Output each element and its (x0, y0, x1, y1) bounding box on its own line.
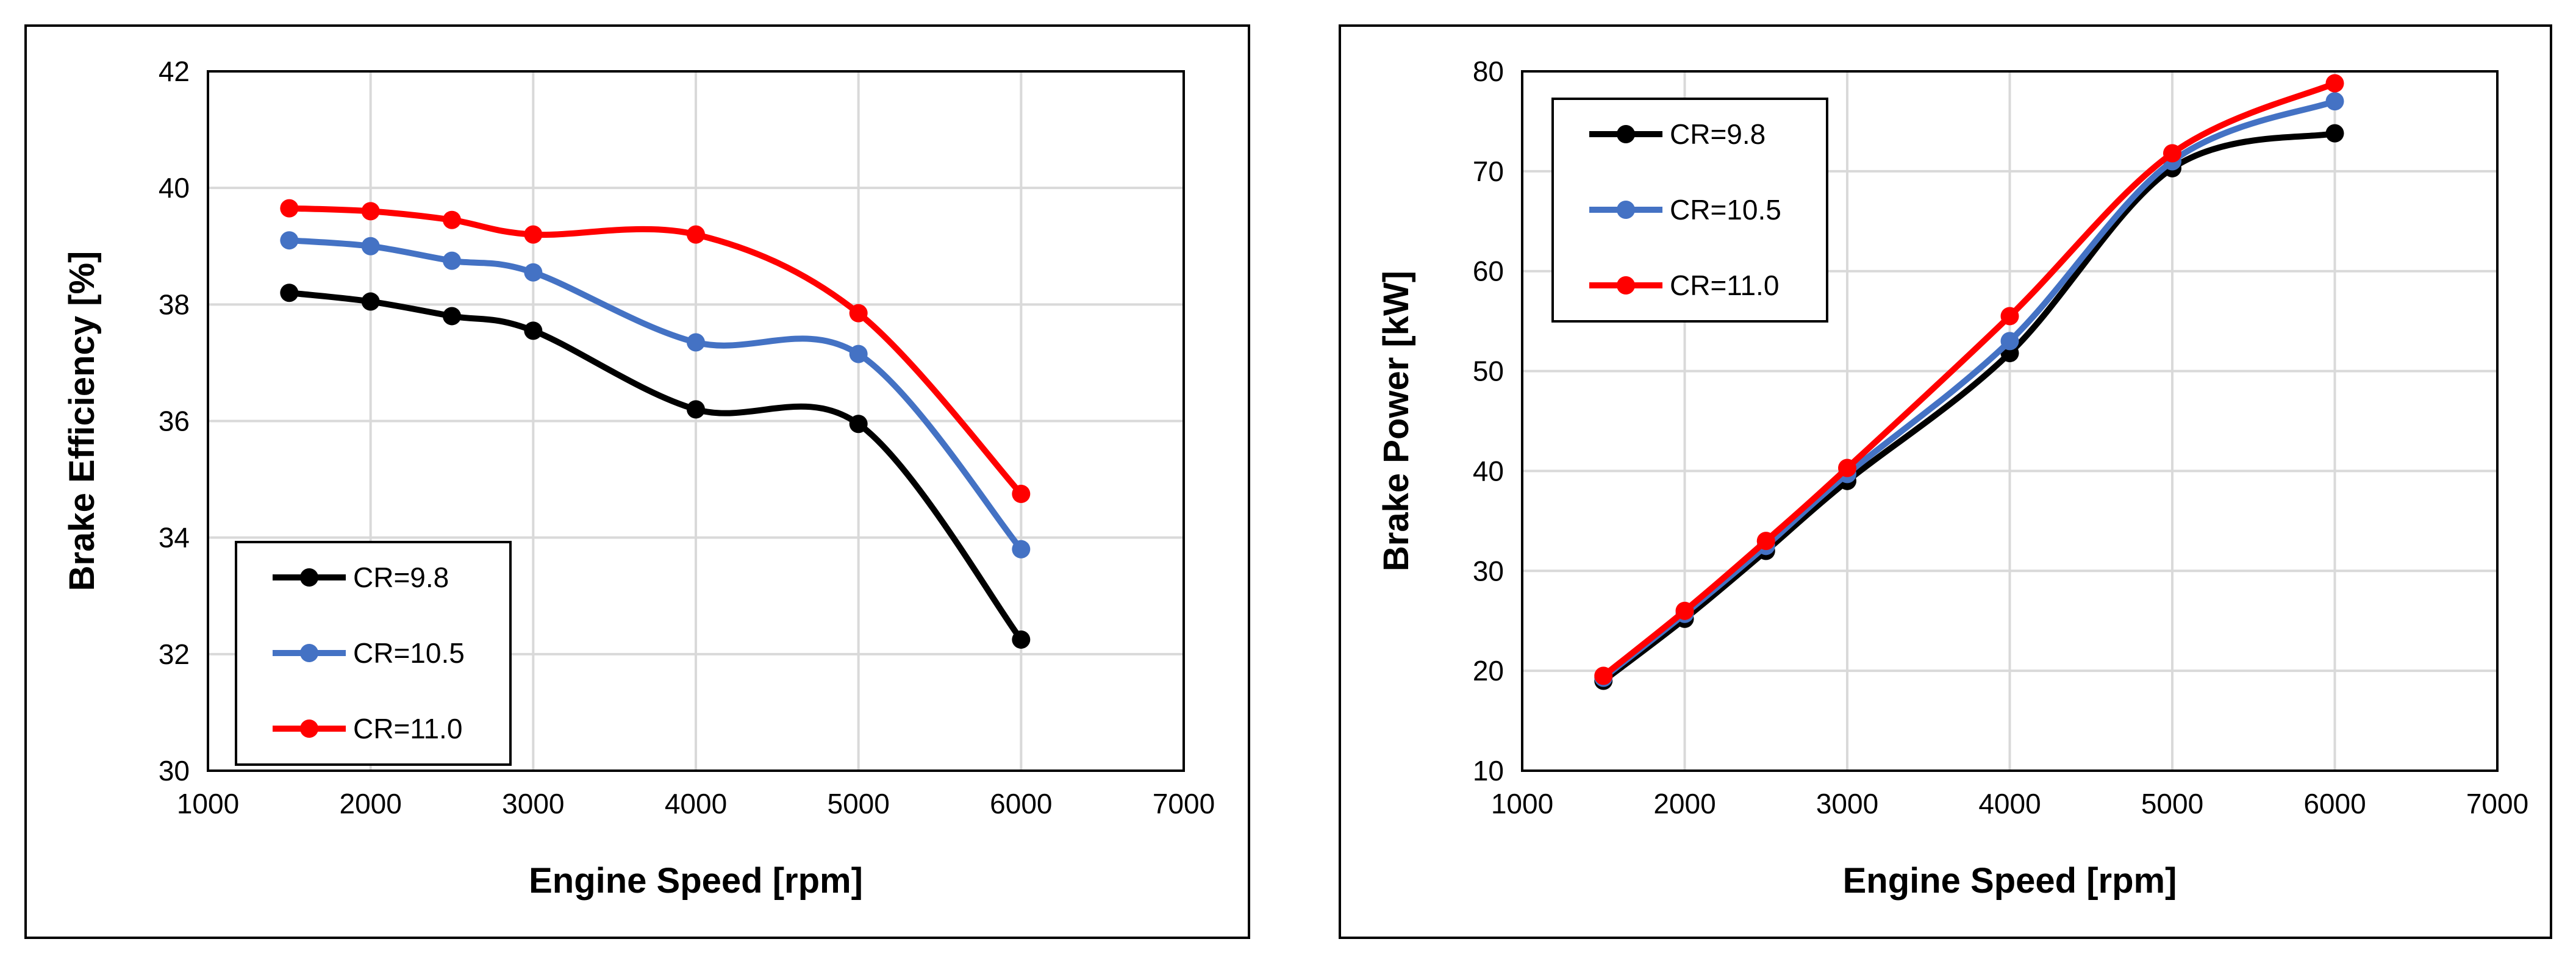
plot-area-frame (207, 70, 1185, 772)
data-point (443, 210, 461, 229)
legend-label: CR=9.8 (1670, 118, 1766, 150)
x-tick-label: 3000 (502, 788, 564, 819)
chart-panel-brake-power: 1000 2000 3000 4000 5000 6000 7000 10 20 30 40 50 60… (1339, 24, 2552, 939)
x-tick-label: 4000 (1978, 788, 2041, 819)
y-axis-title: Brake Power [kW] (1376, 271, 1416, 571)
y-tick-label: 80 (1473, 55, 1504, 87)
x-axis-title: Engine Speed [rpm] (529, 861, 863, 901)
data-point (1756, 532, 1775, 551)
x-tick-label: 3000 (1816, 788, 1878, 819)
series-cr-9-8 (280, 284, 1031, 649)
data-point (443, 307, 461, 326)
data-point (361, 237, 380, 255)
x-tick-label: 1000 (177, 788, 239, 819)
y-tick-label: 38 (159, 288, 190, 320)
y-tick-label: 42 (159, 55, 190, 87)
y-tick-label: 36 (159, 405, 190, 437)
legend-label: CR=11.0 (1670, 270, 1779, 301)
chart-brake-efficiency: 1000 2000 3000 4000 5000 6000 7000 30 32 34 36 38 40… (62, 55, 1215, 901)
data-point (361, 202, 380, 221)
chart-panel-brake-efficiency: 1000 2000 3000 4000 5000 6000 7000 30 32 34 36 38 40… (24, 24, 1250, 939)
data-point (280, 231, 299, 250)
x-tick-label: 5000 (2141, 788, 2203, 819)
data-point (2000, 307, 2019, 326)
x-tick-label: 2000 (1653, 788, 1716, 819)
data-point (361, 292, 380, 311)
x-tick-label: 7000 (1153, 788, 1215, 819)
x-tick-label: 5000 (827, 788, 889, 819)
x-tick-label: 6000 (2303, 788, 2366, 819)
x-axis-title: Engine Speed [rpm] (1843, 861, 2177, 901)
data-point (1594, 666, 1613, 685)
data-point (1012, 484, 1031, 503)
series-line (288, 290, 1024, 641)
series-line (288, 237, 1024, 551)
data-point (1838, 459, 1856, 477)
x-tick-label: 2000 (339, 788, 401, 819)
legend-label: CR=11.0 (353, 713, 462, 744)
data-point (1675, 601, 1694, 620)
plot-area-frame (1521, 70, 2499, 772)
data-point (2325, 92, 2344, 111)
data-point (687, 400, 705, 419)
data-point (280, 199, 299, 218)
x-tick-label: 6000 (990, 788, 1052, 819)
data-point (443, 251, 461, 270)
series-cr-11-0 (1594, 74, 2344, 685)
legend-marker (300, 568, 318, 587)
data-point (2000, 332, 2019, 351)
y-tick-label: 32 (159, 638, 190, 670)
data-point (849, 415, 868, 434)
y-tick-label: 70 (1473, 155, 1504, 187)
y-tick-label: 30 (1473, 555, 1504, 587)
data-point (1012, 630, 1031, 649)
chart-brake-power: 1000 2000 3000 4000 5000 6000 7000 10 20 30 40 50 60… (1376, 55, 2528, 901)
data-point (2325, 74, 2344, 93)
y-tick-label: 34 (159, 522, 190, 554)
legend-marker (300, 719, 318, 738)
data-point (849, 304, 868, 323)
legend-label: CR=10.5 (353, 637, 465, 669)
y-tick-label: 20 (1473, 655, 1504, 687)
x-tick-label: 1000 (1491, 788, 1553, 819)
series-line (289, 205, 1024, 496)
data-point (849, 345, 868, 363)
data-point (687, 333, 705, 352)
legend-marker (300, 644, 318, 662)
series-cr-10-5 (280, 231, 1031, 559)
legend-marker (1617, 125, 1635, 143)
legend-marker (1617, 201, 1635, 219)
series-cr-11-0 (280, 199, 1031, 503)
y-tick-label: 30 (159, 755, 190, 787)
legend: CR=9.8 CR=10.5 CR=11.0 (1551, 98, 1828, 323)
legend-marker (1617, 276, 1635, 295)
data-point (280, 284, 299, 302)
data-point (524, 263, 543, 282)
data-point (2325, 124, 2344, 143)
data-point (2163, 144, 2181, 163)
legend-label: CR=9.8 (353, 562, 449, 593)
y-tick-label: 10 (1473, 755, 1504, 787)
legend: CR=9.8 CR=10.5 CR=11.0 (235, 541, 512, 766)
x-tick-label: 7000 (2466, 788, 2528, 819)
y-tick-label: 40 (1473, 455, 1504, 487)
data-point (687, 225, 705, 244)
data-point (524, 321, 543, 340)
data-point (1012, 540, 1031, 559)
legend-label: CR=10.5 (1670, 194, 1781, 226)
y-axis-title: Brake Efficiency [%] (62, 251, 102, 591)
y-tick-label: 40 (159, 172, 190, 204)
y-tick-label: 60 (1473, 255, 1504, 287)
data-point (524, 225, 543, 244)
y-tick-label: 50 (1473, 355, 1504, 387)
x-tick-label: 4000 (665, 788, 727, 819)
